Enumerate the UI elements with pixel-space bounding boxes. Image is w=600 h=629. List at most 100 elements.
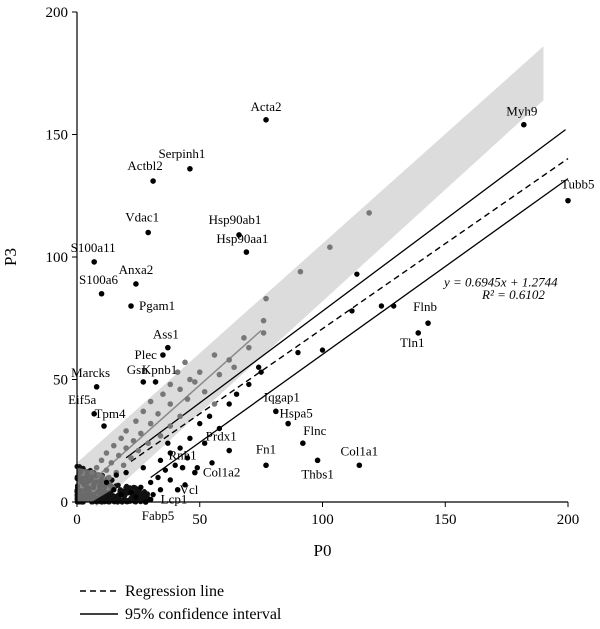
- black-point: [138, 484, 144, 490]
- gray-point: [123, 445, 129, 451]
- labeled-point: [165, 344, 171, 351]
- gray-point: [147, 420, 154, 427]
- x-tick-label: 150: [434, 512, 457, 528]
- gray-point: [157, 433, 164, 439]
- black-point: [354, 271, 360, 277]
- gray-point: [226, 357, 233, 363]
- gray-point: [260, 317, 267, 324]
- black-point: [118, 491, 124, 498]
- black-point: [172, 462, 178, 468]
- labeled-point: [425, 320, 431, 326]
- gray-point: [93, 464, 100, 471]
- labeled-point: [174, 486, 181, 493]
- point-label: Pgam1: [139, 298, 175, 313]
- point-label: Eif5a: [68, 392, 96, 407]
- labeled-point: [140, 379, 147, 385]
- black-point: [157, 487, 164, 493]
- gray-point: [135, 447, 142, 454]
- cluster-point: [116, 496, 122, 502]
- black-point: [133, 494, 139, 500]
- point-label: Ass1: [153, 327, 179, 342]
- labeled-point: [273, 408, 279, 415]
- black-point: [128, 489, 134, 495]
- gray-point: [96, 472, 102, 478]
- y-tick-label: 50: [53, 373, 68, 389]
- labeled-point: [101, 423, 107, 429]
- black-point: [319, 347, 326, 353]
- labeled-point: [263, 462, 269, 469]
- black-point: [182, 482, 188, 488]
- point-label: Acta2: [251, 99, 282, 114]
- point-label: Tln1: [400, 335, 425, 350]
- point-label: Col1a2: [203, 465, 241, 480]
- point-label: Plec: [135, 347, 158, 362]
- gray-point: [138, 430, 144, 437]
- gray-point: [177, 386, 183, 393]
- labeled-point: [187, 166, 193, 172]
- gray-point: [123, 428, 129, 434]
- black-point: [113, 472, 119, 478]
- x-tick-label: 100: [311, 512, 334, 528]
- gray-point: [145, 440, 151, 447]
- gray-point: [211, 352, 218, 358]
- y-tick-label: 100: [46, 250, 69, 266]
- gray-point: [98, 457, 105, 464]
- labeled-point: [415, 330, 422, 336]
- black-point: [155, 474, 161, 481]
- y-tick-label: 150: [46, 128, 69, 144]
- point-label: Flnb: [413, 299, 437, 314]
- gray-point: [108, 460, 115, 466]
- point-label: Col1a1: [341, 443, 379, 458]
- labeled-point: [285, 420, 291, 427]
- gray-point: [103, 450, 110, 456]
- labeled-point: [98, 290, 105, 297]
- black-point: [157, 457, 164, 464]
- gray-point: [167, 381, 174, 388]
- gray-point: [147, 398, 154, 405]
- labeled-point: [192, 469, 198, 476]
- gray-point: [118, 435, 124, 442]
- point-label: Thbs1: [301, 466, 334, 481]
- black-point: [295, 349, 301, 356]
- gray-point: [111, 442, 117, 449]
- gray-point: [128, 455, 134, 461]
- cluster-point: [131, 484, 137, 490]
- cluster-band-overlay: [77, 467, 117, 502]
- gray-point: [187, 376, 193, 383]
- labeled-point: [226, 447, 233, 454]
- labeled-point: [160, 352, 166, 358]
- gray-point: [246, 344, 252, 351]
- black-point: [162, 467, 169, 473]
- labeled-point: [521, 121, 527, 128]
- labeled-point: [91, 259, 97, 265]
- x-tick-label: 0: [73, 512, 81, 528]
- point-label: Hspa5: [280, 406, 313, 421]
- gray-point: [260, 330, 267, 336]
- gray-point: [216, 371, 223, 378]
- black-point: [177, 445, 183, 451]
- gray-point: [160, 391, 166, 398]
- x-axis-label: P0: [314, 541, 332, 560]
- black-point: [378, 303, 385, 309]
- black-point: [165, 440, 171, 446]
- point-label: Vcl: [180, 482, 199, 497]
- black-point: [147, 479, 154, 486]
- black-point: [194, 465, 200, 471]
- gray-point: [130, 437, 137, 444]
- black-point: [150, 491, 156, 498]
- point-label: Fabp5: [142, 508, 175, 523]
- labeled-point: [152, 379, 159, 385]
- gray-point: [192, 379, 198, 385]
- point-label: Gsn: [127, 362, 148, 377]
- labeled-point: [145, 229, 151, 236]
- black-point: [184, 455, 191, 461]
- gray-point: [103, 467, 110, 473]
- gray-point: [297, 268, 304, 275]
- black-point: [390, 303, 397, 309]
- point-label: Marcks: [71, 365, 110, 380]
- cluster-point: [144, 491, 150, 497]
- black-point: [111, 487, 117, 493]
- black-point: [103, 479, 110, 486]
- black-point: [258, 369, 264, 375]
- labeled-point: [91, 411, 97, 417]
